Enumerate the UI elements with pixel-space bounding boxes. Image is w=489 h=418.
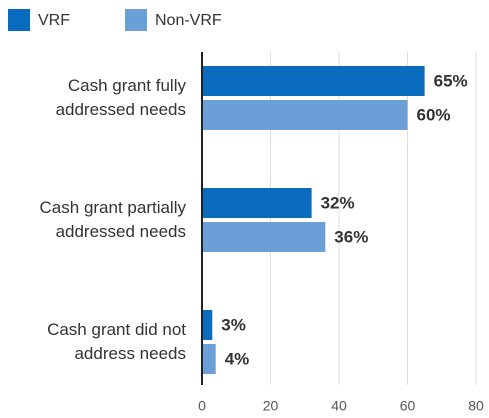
bar [202, 222, 326, 252]
category-label: Cash grant fully addressed needs [55, 76, 186, 119]
value-label: 36% [334, 227, 368, 246]
value-label: 32% [321, 193, 355, 212]
bar [202, 188, 312, 218]
value-label: 60% [417, 105, 451, 124]
legend-swatch [8, 9, 30, 31]
bar [202, 66, 425, 96]
category-label: Cash grant partially addressed needs [39, 198, 186, 241]
x-tick-label: 20 [263, 398, 279, 414]
bar [202, 344, 216, 374]
x-tick-label: 40 [331, 398, 347, 414]
value-label: 4% [225, 349, 250, 368]
legend-label: Non-VRF [155, 12, 222, 29]
bar [202, 100, 408, 130]
value-label: 65% [434, 71, 468, 90]
x-tick-label: 60 [400, 398, 416, 414]
legend-label: VRF [38, 12, 70, 29]
x-tick-label: 80 [468, 398, 484, 414]
x-tick-label: 0 [198, 398, 206, 414]
legend-swatch [125, 9, 147, 31]
bar [202, 310, 213, 340]
category-label: Cash grant did not address needs [47, 320, 186, 363]
value-label: 3% [221, 315, 246, 334]
